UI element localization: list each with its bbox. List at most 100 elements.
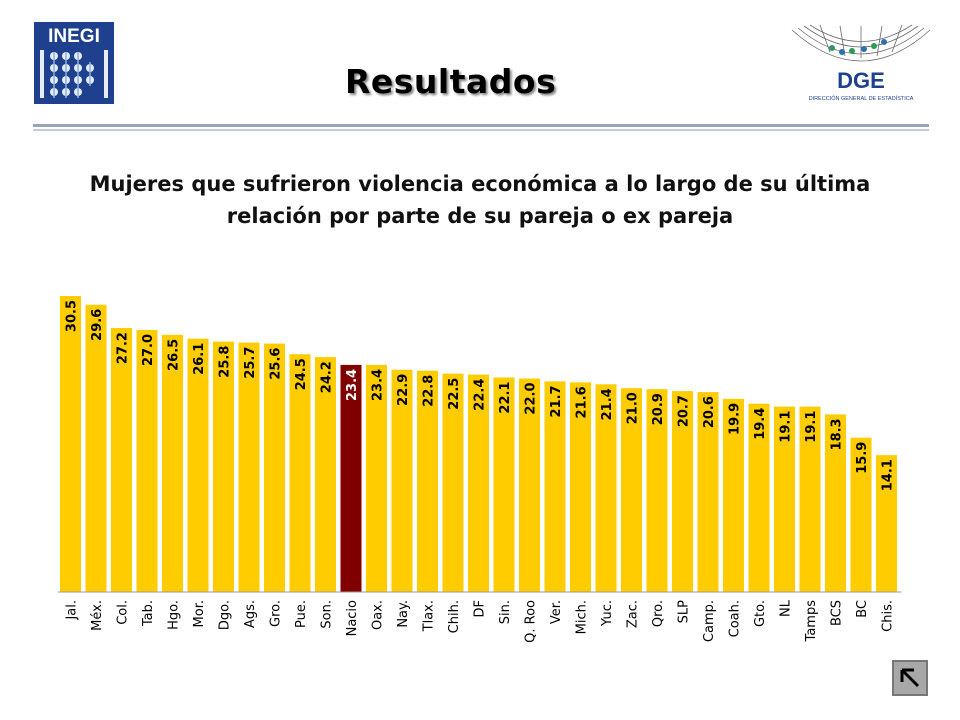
x-tick-label-5: Mor. <box>192 600 207 627</box>
x-tick-label-24: SLP <box>677 600 692 623</box>
back-button[interactable] <box>892 660 928 696</box>
x-tick-label-25: Camp. <box>702 600 717 642</box>
bar-20 <box>570 382 591 592</box>
data-label-32: 14.1 <box>881 459 896 491</box>
data-label-31: 15.9 <box>855 442 870 474</box>
data-label-22: 21.0 <box>626 392 641 424</box>
data-label-30: 18.3 <box>830 418 845 450</box>
data-label-19: 21.7 <box>549 385 564 417</box>
bar-27 <box>748 403 770 592</box>
bar-4 <box>162 334 183 592</box>
data-label-26: 19.9 <box>728 403 743 435</box>
data-label-5: 26.1 <box>192 343 207 375</box>
bar-5 <box>187 338 209 592</box>
data-label-25: 20.6 <box>702 396 717 428</box>
x-tick-label-23: Qro. <box>651 600 666 627</box>
data-label-2: 27.2 <box>116 332 131 364</box>
data-label-9: 24.5 <box>294 358 309 390</box>
bar-8 <box>264 343 285 592</box>
bar-23 <box>646 389 668 592</box>
x-tick-label-1: Méx. <box>90 600 105 631</box>
x-tick-label-10: Son. <box>320 600 335 629</box>
dge-logo: DGE DIRECCIÓN GENERAL DE ESTADÍSTICA <box>791 24 931 102</box>
data-label-15: 22.5 <box>447 378 462 410</box>
page-title: Resultados <box>345 62 557 101</box>
x-tick-label-0: Jal. <box>65 600 80 621</box>
x-tick-label-8: Gro. <box>269 600 284 627</box>
x-tick-label-14: Tlax. <box>422 600 437 632</box>
x-tick-label-18: Q. Roo <box>524 600 539 643</box>
bar-13 <box>391 369 413 592</box>
bar-31 <box>850 437 872 592</box>
x-tick-label-9: Pue. <box>294 600 309 628</box>
data-label-11: 23.4 <box>345 369 360 401</box>
inegi-logo-text: INEGI <box>48 26 100 47</box>
bar-30 <box>825 414 846 592</box>
data-label-27: 19.4 <box>753 408 768 440</box>
x-tick-label-21: Yuc. <box>600 600 615 627</box>
data-label-0: 30.5 <box>65 300 80 332</box>
x-tick-label-11: Nacio <box>345 600 360 636</box>
x-tick-label-19: Ver. <box>549 600 564 624</box>
data-label-28: 19.1 <box>779 411 794 443</box>
bar-12 <box>366 364 387 592</box>
bar-17 <box>493 377 515 592</box>
bar-19 <box>544 381 566 592</box>
data-label-24: 20.7 <box>677 395 692 427</box>
x-tick-label-27: Gto. <box>753 600 768 627</box>
bar-15 <box>442 373 464 592</box>
data-label-1: 29.6 <box>90 309 105 341</box>
bar-11 <box>340 364 362 592</box>
x-tick-label-15: Chih. <box>447 600 462 633</box>
bar-29 <box>799 406 821 592</box>
bar-0 <box>60 296 81 592</box>
header-rule-light <box>33 129 929 131</box>
bar-1 <box>85 304 107 592</box>
x-tick-label-17: Sin. <box>498 600 513 624</box>
data-label-17: 22.1 <box>498 382 513 414</box>
x-tick-label-30: BCS <box>830 600 845 626</box>
data-label-7: 25.7 <box>243 347 258 379</box>
data-label-8: 25.6 <box>269 348 284 380</box>
x-tick-label-31: BC <box>855 600 870 618</box>
bar-9 <box>289 354 311 592</box>
bar-2 <box>111 328 132 592</box>
x-tick-label-29: Tamps <box>804 600 819 643</box>
bar-25 <box>697 392 719 592</box>
bar-7 <box>238 342 260 592</box>
bar-32 <box>876 455 897 592</box>
back-arrow-icon <box>900 668 920 688</box>
data-label-4: 26.5 <box>167 339 182 371</box>
data-label-14: 22.8 <box>422 375 437 407</box>
bar-24 <box>672 391 693 592</box>
data-label-6: 25.8 <box>218 346 233 378</box>
x-tick-label-3: Tab. <box>141 600 156 627</box>
data-label-10: 24.2 <box>320 361 335 393</box>
data-label-3: 27.0 <box>141 334 156 366</box>
x-tick-label-26: Coah. <box>728 600 743 637</box>
x-tick-label-2: Col. <box>116 600 131 625</box>
x-tick-label-13: Nay. <box>396 600 411 628</box>
data-label-18: 22.0 <box>524 382 539 414</box>
x-tick-label-16: DF <box>473 600 488 618</box>
x-tick-label-32: Chis. <box>881 600 896 632</box>
data-label-20: 21.6 <box>575 386 590 418</box>
data-label-12: 23.4 <box>371 369 386 401</box>
x-tick-label-12: Oax. <box>371 600 386 630</box>
x-tick-label-28: NL <box>779 599 794 617</box>
bar-28 <box>774 406 795 592</box>
bar-10 <box>315 357 336 592</box>
data-label-23: 20.9 <box>651 393 666 425</box>
inegi-logo: INEGI <box>34 22 114 104</box>
bar-3 <box>136 329 158 592</box>
bar-6 <box>213 341 234 592</box>
bar-26 <box>723 398 744 592</box>
dge-logo-text: DGE <box>837 68 885 93</box>
data-label-21: 21.4 <box>600 388 615 420</box>
x-tick-label-22: Zac. <box>626 600 641 628</box>
chart-title: Mujeres que sufrieron violencia económic… <box>89 172 871 228</box>
header-rule-dark <box>33 124 929 127</box>
bar-16 <box>468 374 489 592</box>
x-tick-label-7: Ags. <box>243 600 258 628</box>
